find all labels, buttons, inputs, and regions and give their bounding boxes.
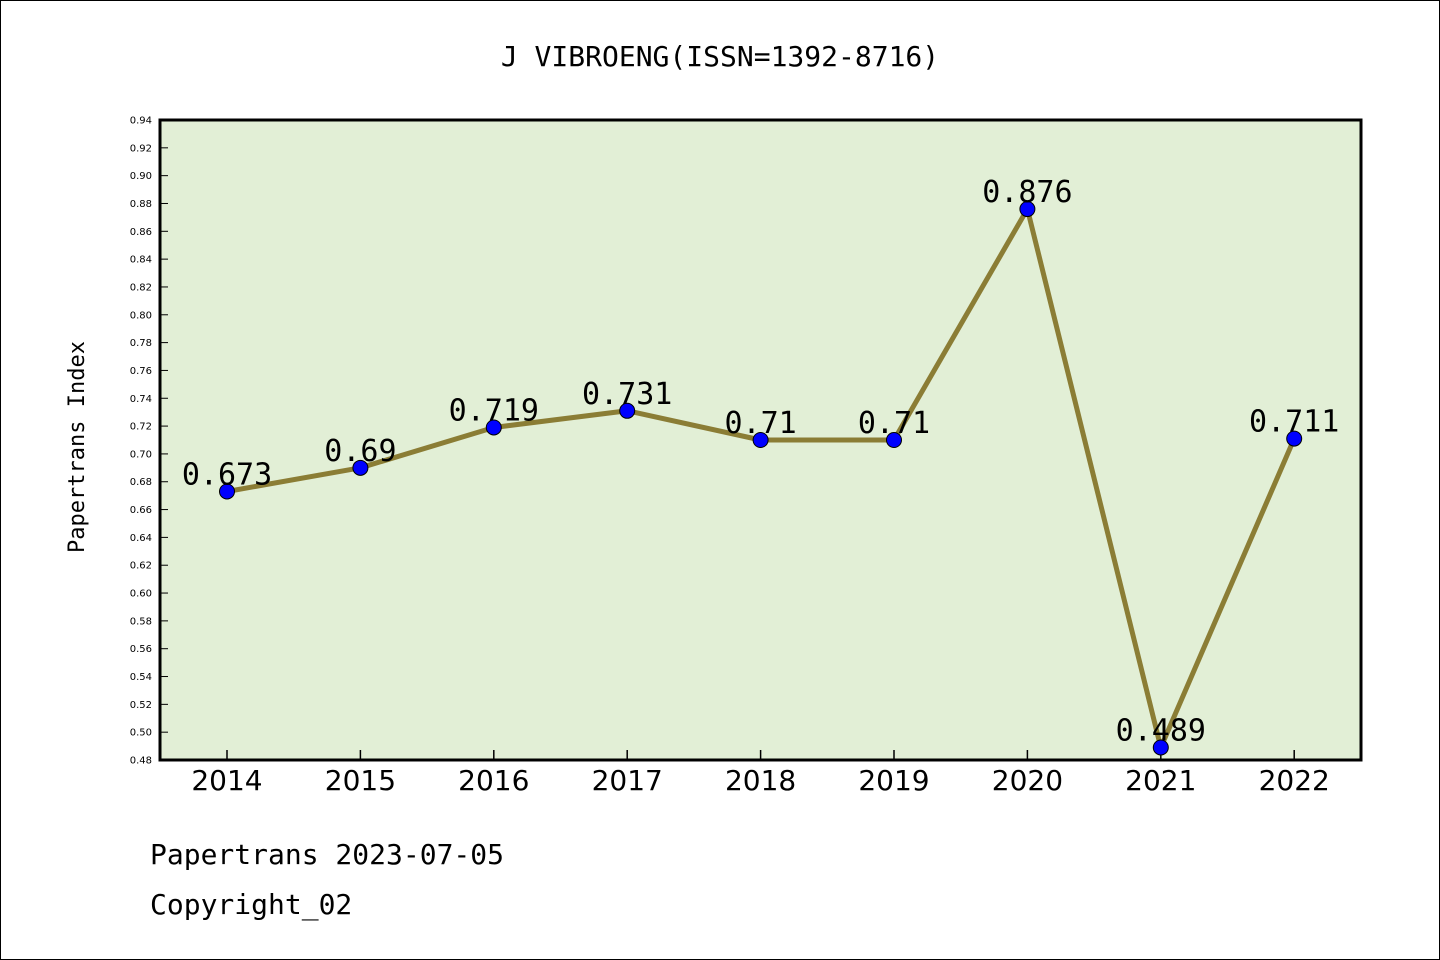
y-tick-label: 0.48 <box>130 756 152 767</box>
y-tick-label: 0.86 <box>130 227 152 238</box>
x-tick-label: 2018 <box>725 764 796 797</box>
chart-title: J VIBROENG(ISSN=1392-8716) <box>501 40 939 73</box>
footer-copyright: Copyright_02 <box>150 888 352 922</box>
y-tick-label: 0.74 <box>130 394 152 405</box>
data-label: 0.489 <box>1116 713 1206 748</box>
data-label: 0.71 <box>858 406 930 441</box>
x-axis: 2014 2015 2016 2017 2018 2019 2020 2021 2022 <box>191 750 1330 797</box>
y-tick-label: 0.64 <box>130 533 152 544</box>
y-tick-label: 0.68 <box>130 477 152 488</box>
data-label: 0.711 <box>1249 405 1339 440</box>
y-tick-label: 0.94 <box>130 116 152 127</box>
data-point <box>485 419 502 436</box>
data-point <box>619 402 636 419</box>
data-point <box>1019 201 1036 218</box>
x-tick-label: 2021 <box>1125 764 1196 797</box>
y-tick-label: 0.82 <box>130 282 152 293</box>
footer-date: Papertrans 2023-07-05 <box>150 838 504 871</box>
data-label: 0.731 <box>582 377 672 412</box>
y-tick-label: 0.80 <box>130 310 152 321</box>
y-tick-label: 0.52 <box>130 700 152 711</box>
data-label: 0.876 <box>982 175 1072 210</box>
y-tick-label: 0.66 <box>130 505 152 516</box>
data-label: 0.719 <box>449 393 539 428</box>
y-tick-label: 0.76 <box>130 366 152 377</box>
data-point <box>886 432 902 448</box>
y-tick-label: 0.60 <box>130 589 152 600</box>
y-tick-label: 0.92 <box>130 143 152 154</box>
y-tick-label: 0.88 <box>130 199 152 210</box>
data-point <box>752 432 769 448</box>
x-tick-label: 2014 <box>191 764 262 797</box>
y-tick-label: 0.84 <box>130 255 152 266</box>
y-axis: 0.48 0.50 0.52 0.54 0.56 0.58 0.60 0.62 0.64 0.66… <box>130 116 168 767</box>
y-axis-label: Papertrans Index <box>65 341 90 553</box>
y-tick-label: 0.58 <box>130 616 152 627</box>
data-label: 0.69 <box>324 434 396 469</box>
y-tick-label: 0.90 <box>130 171 152 182</box>
y-tick-label: 0.78 <box>130 338 152 349</box>
y-tick-label: 0.62 <box>130 561 152 572</box>
data-label: 0.673 <box>182 457 272 492</box>
x-tick-label: 2020 <box>992 764 1063 797</box>
data-label: 0.71 <box>724 406 796 441</box>
data-point <box>352 459 369 476</box>
series-group <box>219 201 1303 756</box>
y-tick-label: 0.72 <box>130 422 152 433</box>
x-tick-label: 2016 <box>458 764 529 797</box>
x-tick-label: 2019 <box>858 764 929 797</box>
x-tick-label: 2017 <box>592 764 663 797</box>
data-point <box>1152 739 1169 756</box>
y-tick-label: 0.50 <box>130 728 152 739</box>
x-tick-label: 2015 <box>325 764 396 797</box>
y-tick-label: 0.70 <box>130 449 152 460</box>
data-point <box>219 483 235 500</box>
data-labels: 0.673 0.69 0.719 0.731 0.71 0.71 0.876 0.489 0.7… <box>182 175 1340 748</box>
y-tick-label: 0.54 <box>130 672 152 683</box>
data-point <box>1286 430 1303 447</box>
plot-border <box>158 118 1363 762</box>
x-tick-label: 2022 <box>1259 764 1330 797</box>
y-tick-label: 0.56 <box>130 644 152 655</box>
